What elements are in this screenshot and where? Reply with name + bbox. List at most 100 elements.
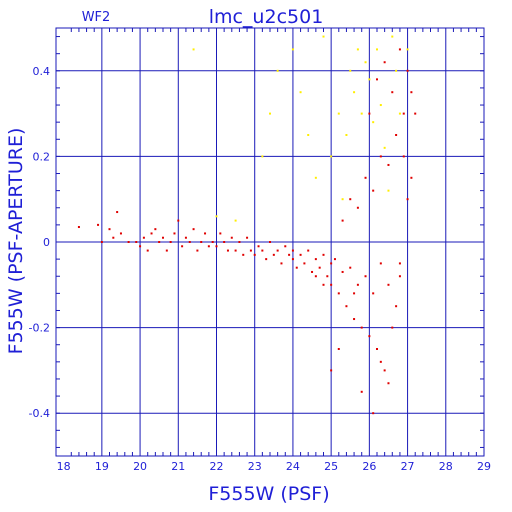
red-data-point xyxy=(337,292,340,295)
red-data-point xyxy=(406,198,409,201)
red-data-point xyxy=(226,249,229,252)
yellow-data-point xyxy=(330,155,333,158)
y-axis: -0.4 -0.2 0 0.2 0.4 xyxy=(29,36,484,448)
yellow-data-point xyxy=(261,155,264,158)
red-data-point xyxy=(284,245,287,248)
yellow-data-point xyxy=(360,112,363,115)
red-data-point xyxy=(181,245,184,248)
red-data-point xyxy=(402,155,405,158)
red-data-point xyxy=(169,241,172,243)
y-tick-label: -0.2 xyxy=(29,322,50,335)
red-data-point xyxy=(269,241,271,243)
red-data-point xyxy=(360,390,363,393)
red-data-point xyxy=(414,112,417,115)
red-data-point xyxy=(353,292,356,295)
red-data-point xyxy=(100,241,103,243)
yellow-data-point xyxy=(387,189,390,192)
x-tick-label: 22 xyxy=(210,460,224,473)
red-data-point xyxy=(116,211,119,214)
yellow-data-point xyxy=(234,219,237,222)
chip-label: WF2 xyxy=(82,10,111,25)
red-data-point xyxy=(246,236,249,239)
red-data-point xyxy=(391,91,394,94)
y-tick-label: 0.4 xyxy=(33,65,51,78)
red-data-point xyxy=(368,335,371,338)
yellow-data-point xyxy=(307,134,310,136)
y-tick-label: 0.2 xyxy=(33,150,51,163)
red-data-point xyxy=(223,241,226,243)
red-data-point xyxy=(398,48,401,51)
yellow-data-point xyxy=(276,69,279,72)
red-data-point xyxy=(398,275,401,278)
red-data-point xyxy=(398,262,401,265)
red-data-point xyxy=(330,283,333,286)
yellow-data-point xyxy=(299,91,302,94)
red-data-point xyxy=(291,249,294,252)
red-data-point xyxy=(173,232,176,235)
red-data-point xyxy=(261,249,264,252)
red-data-point xyxy=(372,412,375,415)
red-data-point xyxy=(139,245,142,248)
red-data-point xyxy=(330,369,333,372)
red-data-point xyxy=(395,305,398,308)
red-data-point xyxy=(219,232,222,235)
x-tick-label: 18 xyxy=(57,460,71,473)
yellow-data-point xyxy=(341,198,344,201)
y-tick-label: -0.4 xyxy=(29,407,50,420)
red-data-point xyxy=(207,245,210,248)
x-tick-label: 23 xyxy=(248,460,262,473)
red-data-point xyxy=(299,253,302,256)
red-data-point xyxy=(184,236,187,239)
red-data-point xyxy=(337,348,340,350)
red-data-point xyxy=(333,258,336,261)
red-data-point xyxy=(204,232,207,235)
x-tick-label: 19 xyxy=(95,460,109,473)
y-axis-label: F555W (PSF-APERTURE) xyxy=(5,128,27,355)
red-data-point xyxy=(288,253,291,256)
red-data-point xyxy=(295,266,298,269)
red-data-point xyxy=(326,275,329,278)
red-data-point xyxy=(230,236,233,239)
red-data-point xyxy=(135,241,138,243)
yellow-data-point xyxy=(192,48,195,51)
x-axis-label: F555W (PSF) xyxy=(208,483,329,505)
x-tick-label: 26 xyxy=(362,460,376,473)
x-tick-label: 20 xyxy=(133,460,147,473)
red-data-point xyxy=(215,245,218,248)
red-data-point xyxy=(249,249,252,252)
red-data-point xyxy=(307,249,310,252)
red-data-point xyxy=(383,369,386,372)
red-data-point xyxy=(410,176,413,179)
yellow-data-point xyxy=(349,69,352,72)
red-data-point xyxy=(272,253,275,256)
x-tick-label: 29 xyxy=(477,460,491,473)
red-data-point xyxy=(142,236,145,239)
yellow-data-point xyxy=(368,78,371,81)
red-data-point xyxy=(97,223,100,226)
red-data-point xyxy=(177,219,180,222)
x-axis: 18 19 20 21 22 23 24 25 26 27 28 29 xyxy=(57,28,491,473)
red-data-point xyxy=(196,249,199,252)
red-data-point xyxy=(353,318,356,321)
yellow-data-point xyxy=(398,112,401,115)
red-data-point xyxy=(379,360,382,363)
yellow-data-point xyxy=(383,146,386,149)
y-tick-label: 0 xyxy=(43,236,50,249)
red-data-point xyxy=(265,258,268,261)
yellow-data-point xyxy=(356,48,359,51)
red-data-point xyxy=(162,236,164,239)
red-data-point xyxy=(341,270,344,273)
red-data-point xyxy=(238,241,241,243)
yellow-data-point xyxy=(215,215,218,218)
yellow-data-point xyxy=(406,48,409,51)
red-data-point xyxy=(154,228,157,231)
yellow-data-point xyxy=(322,35,325,38)
red-data-point xyxy=(349,198,352,201)
x-tick-label: 25 xyxy=(324,460,338,473)
red-data-point xyxy=(150,232,153,235)
red-data-point xyxy=(360,326,363,329)
red-data-point xyxy=(330,262,333,265)
red-data-point xyxy=(165,249,168,252)
red-data-point xyxy=(303,262,306,265)
